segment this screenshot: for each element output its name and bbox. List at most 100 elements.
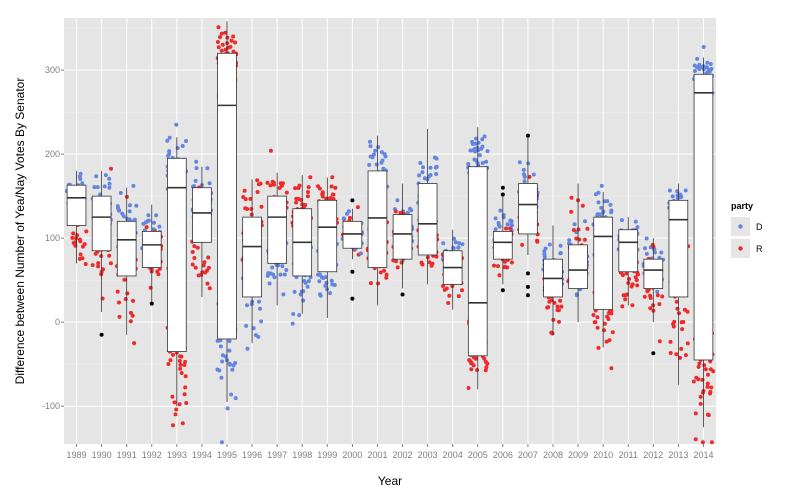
data-point-d [152,220,156,225]
data-point-r [657,302,662,307]
y-tick-label: 100 [45,233,60,243]
data-point-r [306,185,311,190]
data-point-r [128,319,133,324]
box [167,157,187,352]
data-point-r [317,186,322,191]
data-point-d [368,144,373,149]
data-point-r [202,260,207,265]
x-tick-label: 1997 [267,450,287,460]
data-point-r [475,368,480,372]
data-point-r [330,192,335,197]
data-point-r [293,186,298,191]
data-point-d [184,139,188,143]
data-point-r [447,293,452,298]
data-point-r [708,390,713,394]
data-point-d [207,181,212,186]
data-point-r [535,239,540,244]
x-tick-label: 2000 [342,450,362,460]
data-point-d [281,292,286,297]
data-point-d [695,56,700,61]
data-point-r [605,314,610,319]
data-point-r [231,34,236,39]
legend-point-d [738,224,743,229]
data-point-r [627,277,631,281]
data-point-r [595,315,600,320]
data-point-d [165,138,170,143]
outlier-point [525,293,530,298]
x-tick-label: 1992 [142,450,162,460]
data-point-d [244,323,249,328]
data-point-r [272,182,276,187]
data-point-r [107,253,112,258]
data-point-r [668,339,673,344]
data-point-d [558,251,563,255]
data-point-d [373,148,378,153]
data-point-r [503,259,507,264]
data-point-d [599,205,604,210]
x-tick-label: 2010 [593,450,613,460]
data-point-r [446,301,451,305]
data-point-r [245,207,250,211]
data-point-r [602,328,606,333]
data-point-r [223,30,228,35]
box [317,199,338,273]
data-point-d [330,282,335,287]
y-tick-label: -100 [42,401,60,411]
data-point-r [80,244,85,249]
data-point-d [635,225,640,230]
data-point-r [384,275,389,280]
x-tick-label: 2001 [367,450,387,460]
data-point-d [219,375,224,380]
data-point-d [376,145,381,150]
data-point-d [282,272,287,277]
data-point-r [708,359,713,364]
x-tick-label: 1991 [117,450,137,460]
data-point-r [249,207,254,211]
legend-label-d: D [756,222,763,232]
data-point-d [599,183,604,188]
data-point-r [215,40,220,44]
data-point-r [178,362,183,367]
boxes [66,21,714,428]
data-point-d [374,162,379,167]
data-point-r [460,288,464,293]
data-point-r [509,260,514,265]
data-point-r [648,306,653,311]
data-point-d [547,242,552,247]
y-axis-title: Difference between Number of Yea/Nay Vot… [13,78,27,385]
data-point-d [346,209,351,214]
data-point-d [257,299,261,304]
x-tick-label: 2009 [568,450,588,460]
data-point-d [328,291,332,296]
data-point-d [270,265,275,270]
data-point-r [179,371,184,375]
data-point-r [180,421,185,426]
data-point-r [708,367,713,372]
data-point-r [219,48,224,53]
x-tick-label: 2012 [643,450,663,460]
x-tick-label: 2007 [518,450,538,460]
data-point-r [229,38,234,43]
data-point-r [206,255,211,260]
data-point-r [569,209,574,214]
data-point-r [378,270,383,275]
data-point-r [484,365,489,370]
data-point-r [655,293,660,298]
box [668,199,689,298]
data-point-d [609,208,614,213]
data-point-r [668,351,673,355]
data-point-d [485,149,490,154]
data-point-r [685,341,690,346]
data-point-r [706,372,710,377]
data-point-d [227,339,232,344]
data-point-r [320,190,325,195]
data-point-d [470,139,475,144]
data-point-r [551,317,556,322]
data-point-r [99,254,104,258]
y-tick-label: 300 [45,65,60,75]
data-point-d [368,139,372,144]
data-point-r [144,225,149,230]
data-point-d [174,122,179,127]
data-point-d [233,396,238,401]
data-point-d [107,181,112,186]
